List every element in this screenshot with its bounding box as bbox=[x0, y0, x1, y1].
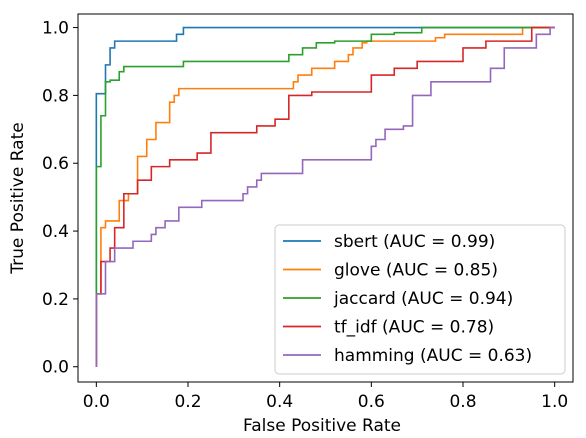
x-tick-label: 1.0 bbox=[541, 392, 568, 412]
x-axis-title: False Positive Rate bbox=[243, 416, 401, 436]
y-tick-label: 0.8 bbox=[42, 86, 69, 106]
y-tick-label: 0.2 bbox=[42, 290, 69, 310]
x-tick-label: 0.8 bbox=[449, 392, 476, 412]
legend-label-4: hamming (AUC = 0.63) bbox=[334, 346, 532, 366]
x-tick-label: 0.2 bbox=[174, 392, 201, 412]
legend-label-2: jaccard (AUC = 0.94) bbox=[333, 289, 513, 309]
series-layer bbox=[95, 26, 555, 367]
x-tick-label: 0.0 bbox=[83, 392, 110, 412]
series-line-4 bbox=[95, 26, 555, 367]
legend-label-3: tf_idf (AUC = 0.78) bbox=[334, 318, 494, 338]
y-tick-label: 1.0 bbox=[42, 19, 69, 39]
legend-label-0: sbert (AUC = 0.99) bbox=[334, 232, 495, 252]
x-axis: 0.0 0.2 0.4 0.6 0.8 1.0 bbox=[83, 382, 568, 412]
x-tick-label: 0.4 bbox=[266, 392, 293, 412]
y-tick-label: 0.0 bbox=[42, 358, 69, 378]
plot-frame bbox=[77, 13, 574, 383]
legend-box bbox=[274, 224, 566, 375]
y-axis-title: True Positive Rate bbox=[8, 122, 28, 274]
series-line-3 bbox=[95, 26, 555, 367]
x-tick-label: 0.6 bbox=[358, 392, 385, 412]
legend: sbert (AUC = 0.99) glove (AUC = 0.85) jacc… bbox=[274, 224, 566, 375]
y-tick-label: 0.6 bbox=[42, 154, 69, 174]
legend-label-1: glove (AUC = 0.85) bbox=[334, 261, 498, 281]
series-line-2 bbox=[95, 26, 555, 367]
y-tick-label: 0.4 bbox=[42, 222, 69, 242]
y-axis: 0.0 0.2 0.4 0.6 0.8 1.0 bbox=[42, 19, 78, 378]
